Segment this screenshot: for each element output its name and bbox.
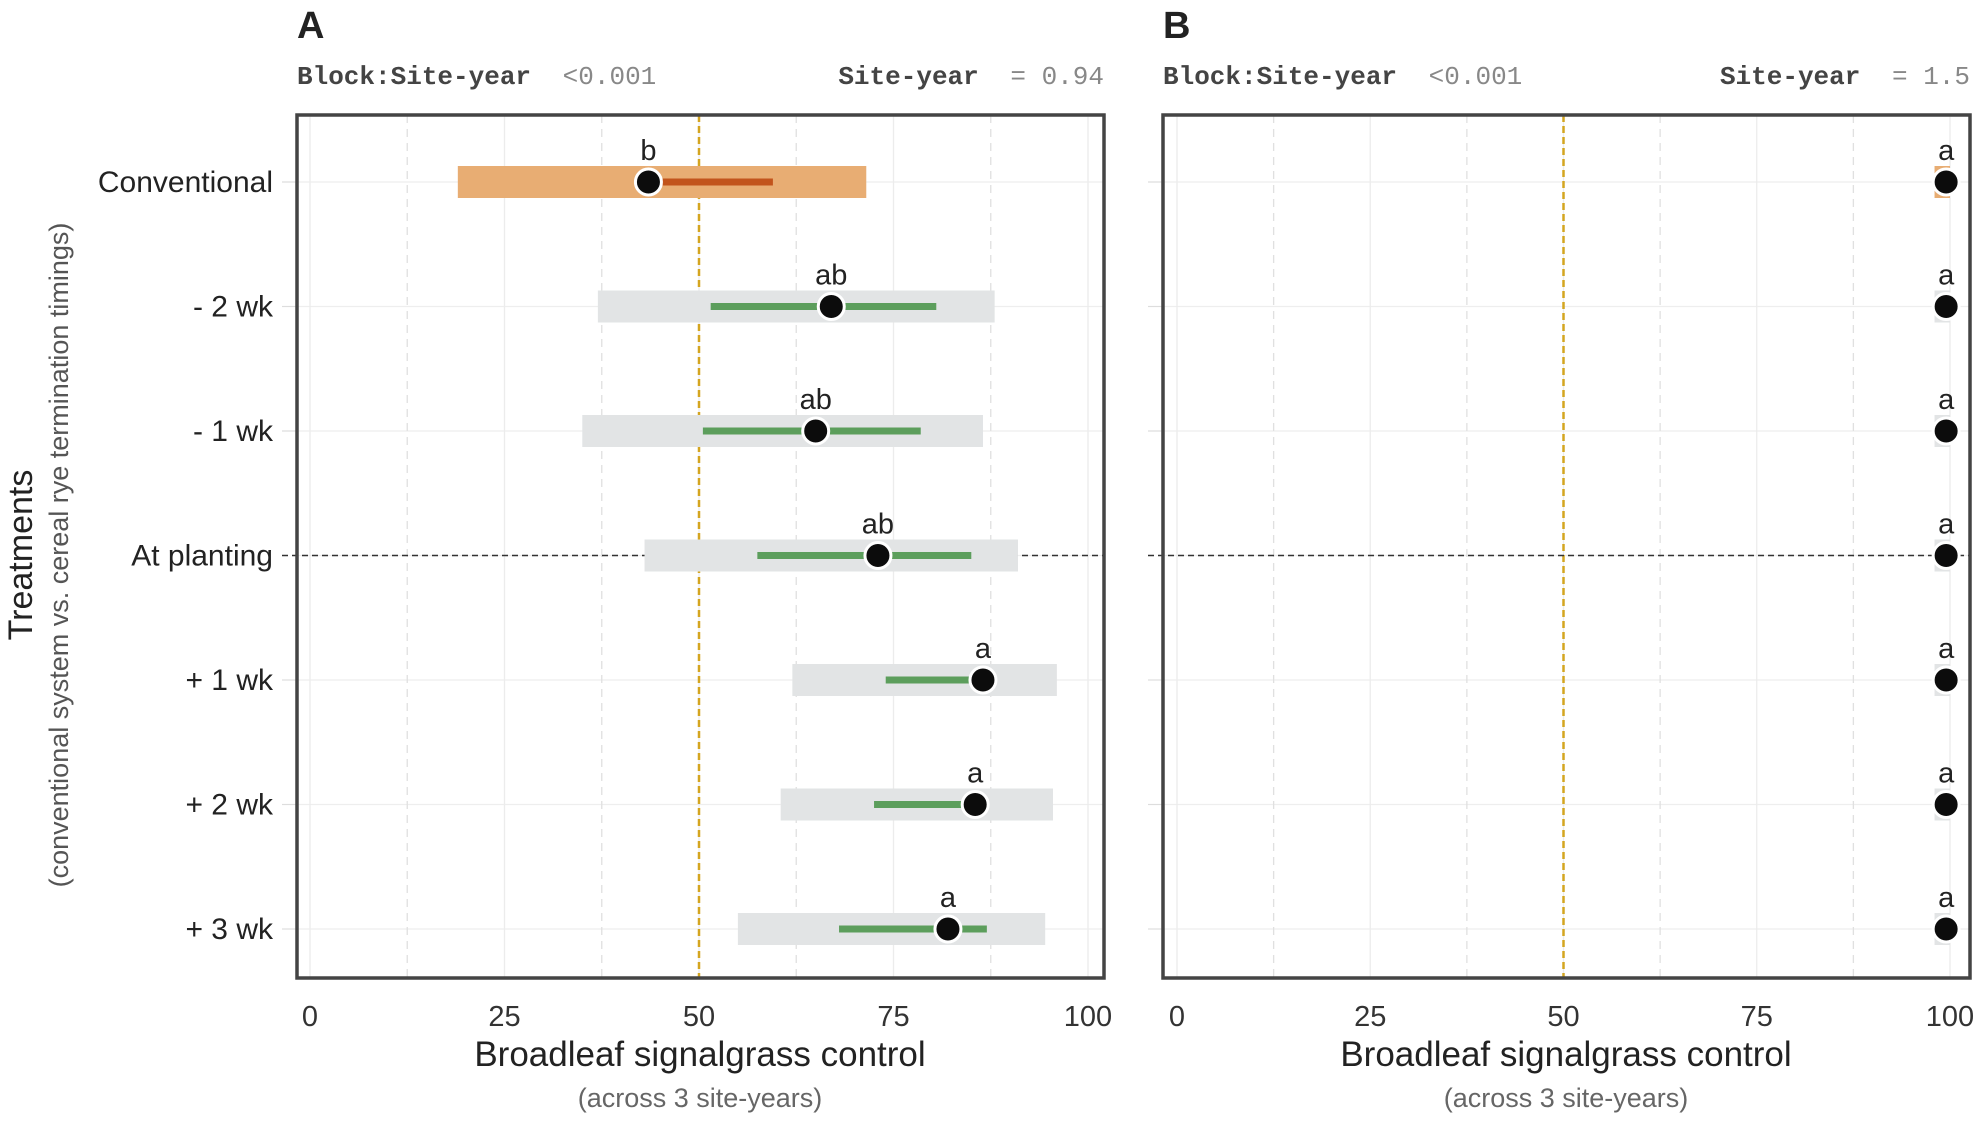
panel-a-at-planting-estimate-point: [863, 541, 893, 570]
panel-b-1-wk-letter-label: a: [1938, 633, 1955, 665]
panel-b-border: [1161, 113, 1972, 980]
panel-a-x-tick-label-0: 0: [302, 1001, 318, 1033]
panel-b-1-wk-letter-label: a: [1938, 384, 1955, 416]
panel-b-2-wk-estimate-point: [1931, 790, 1961, 819]
y-axis-subtitle: (conventional system vs. cereal rye term…: [44, 223, 74, 888]
panel-b-1-wk-estimate-point: [1931, 665, 1961, 695]
panel-a-2-wk-letter-label: a: [967, 758, 984, 790]
panel-b-2-wk-letter-label: a: [1938, 260, 1955, 292]
category-label-2-wk: - 2 wk: [193, 291, 274, 324]
panel-a-3-wk-estimate-point: [933, 914, 963, 944]
panel-b-stat-1-value: <0.001: [1429, 62, 1523, 92]
category-label-3-wk: + 3 wk: [185, 913, 274, 946]
panel-a-conventional-estimate-point: [633, 167, 663, 197]
panel-b-2-wk-estimate-point: [1931, 292, 1961, 321]
panel-a-x-axis-subtitle: (across 3 site-years): [578, 1083, 823, 1113]
panel-a-2-wk-letter-label: ab: [815, 260, 847, 292]
panel-a-x-tick-label-75: 75: [877, 1001, 909, 1033]
panel-b-3-wk-estimate-point: [1931, 914, 1961, 944]
panel-a-1-wk-estimate-point: [968, 665, 998, 695]
panel-a-1-wk-estimate-point: [801, 416, 831, 446]
panel-b-stat-block-site-year: Block:Site-year <0.001: [1163, 62, 1522, 92]
panel-b-1-wk-estimate-point: [1931, 416, 1961, 446]
panel-a-x-axis-title: Broadleaf signalgrass control: [474, 1035, 925, 1074]
panel-a-at-planting-letter-label: ab: [862, 509, 894, 541]
category-label-at-planting: At planting: [131, 540, 273, 573]
panel-a-conventional-letter-label: b: [640, 135, 656, 167]
panel-a-x-tick-label-100: 100: [1064, 1001, 1112, 1033]
panel-a-1-wk-letter-label: a: [975, 633, 992, 665]
panel-b-3-wk-letter-label: a: [1938, 882, 1955, 914]
panel-b-plot-area: a a a a a a a 0 25 50 75 100: [1148, 113, 1974, 1033]
panel-b-x-tick-label-0: 0: [1169, 1001, 1185, 1033]
panel-b-at-planting-estimate-point: [1931, 541, 1961, 570]
panel-a-2-wk-estimate-point: [960, 790, 990, 819]
panel-b-x-axis-title: Broadleaf signalgrass control: [1340, 1035, 1791, 1074]
panel-a-3-wk-letter-label: a: [940, 882, 957, 914]
panel-a-border: [295, 113, 1106, 980]
panel-b-x-axis-subtitle: (across 3 site-years): [1444, 1083, 1689, 1113]
panel-a-1-wk-letter-label: ab: [800, 384, 832, 416]
panel-a-stat-2-name: Site-year: [838, 62, 978, 92]
panel-b-x-tick-label-100: 100: [1926, 1001, 1974, 1033]
panel-b-conventional-letter-label: a: [1938, 135, 1955, 167]
panel-a-label: A: [297, 5, 324, 47]
panel-a-stat-1-value: <0.001: [563, 62, 657, 92]
panel-b-stat-2-value: = 1.5: [1892, 62, 1970, 92]
panel-a-plot-area: b ab ab ab a a a 0 25 50 75 100: [282, 113, 1112, 1033]
panel-b-at-planting-letter-label: a: [1938, 509, 1955, 541]
panel-b-x-tick-label-50: 50: [1547, 1001, 1579, 1033]
panel-b-2-wk-letter-label: a: [1938, 758, 1955, 790]
panel-b-label: B: [1163, 5, 1190, 47]
panel-a-2-wk-estimate-point: [816, 292, 846, 321]
panel-b-x-tick-label-75: 75: [1741, 1001, 1773, 1033]
panel-a-x-tick-label-25: 25: [488, 1001, 520, 1033]
panel-a-stat-2-value: = 0.94: [1010, 62, 1104, 92]
panel-a-x-tick-label-50: 50: [683, 1001, 715, 1033]
panel-a-stat-1-name: Block:Site-year: [297, 62, 531, 92]
panel-b-stat-2-name: Site-year: [1720, 62, 1860, 92]
category-label-2-wk: + 2 wk: [185, 789, 274, 822]
panel-b-x-tick-label-25: 25: [1354, 1001, 1386, 1033]
category-labels: Conventional - 2 wk - 1 wk At planting + 1 w…: [98, 166, 274, 946]
panel-a-stat-block-site-year: Block:Site-year <0.001: [297, 62, 656, 92]
panel-b-stat-1-name: Block:Site-year: [1163, 62, 1397, 92]
panel-a-stat-site-year: Site-year = 0.94: [838, 62, 1104, 92]
category-label-1-wk: - 1 wk: [193, 415, 274, 448]
panel-b-stat-site-year: Site-year = 1.5: [1720, 62, 1970, 92]
category-label-1-wk: + 1 wk: [185, 664, 274, 697]
y-axis-title: Treatments: [2, 470, 40, 641]
panel-b: B Block:Site-year <0.001 Site-year = 1.5…: [1148, 5, 1974, 1113]
panel-a: A Block:Site-year <0.001 Site-year = 0.9…: [282, 5, 1112, 1113]
category-label-conventional: Conventional: [98, 166, 273, 199]
panel-b-conventional-estimate-point: [1931, 167, 1961, 197]
